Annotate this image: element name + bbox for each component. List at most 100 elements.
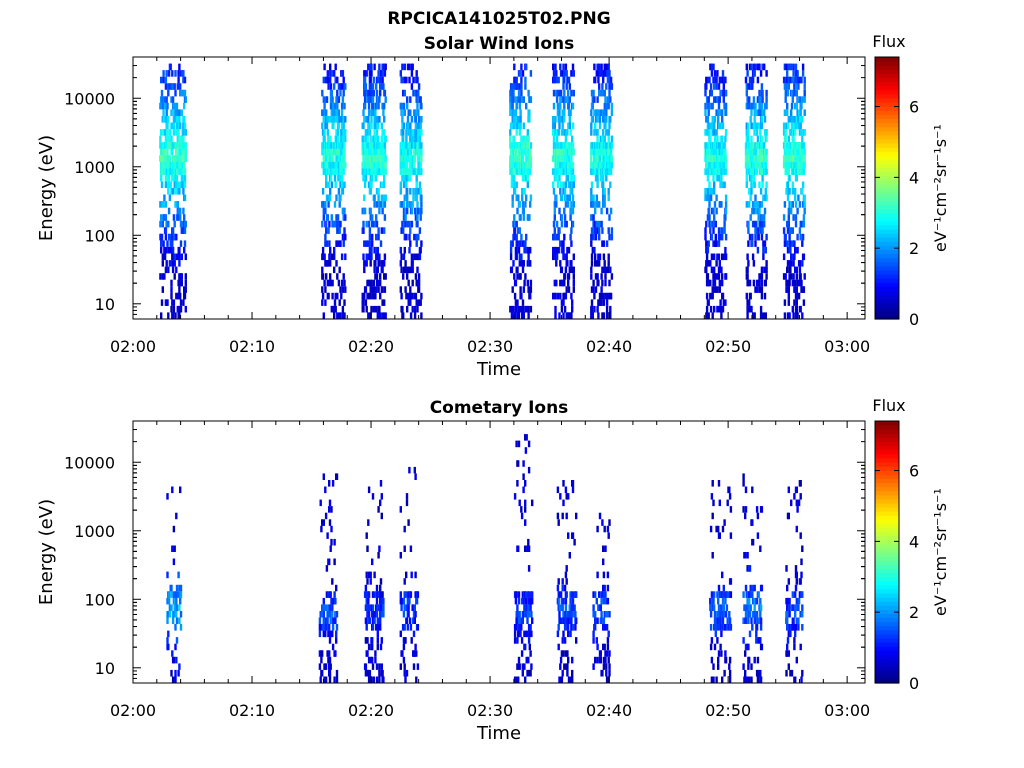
flux-cell (744, 142, 748, 149)
flux-cell (747, 240, 750, 247)
flux-cell (760, 506, 764, 513)
flux-cell (330, 506, 333, 513)
flux-cell (792, 312, 795, 319)
flux-cell (509, 129, 512, 136)
flux-cell (753, 597, 756, 605)
flux-cell (372, 286, 375, 293)
flux-cell (760, 122, 764, 130)
flux-cell (707, 312, 710, 319)
flux-cell (603, 135, 606, 143)
flux-cell (363, 76, 367, 84)
flux-cell (754, 63, 757, 71)
flux-cell (325, 273, 328, 280)
flux-cell (182, 188, 185, 195)
flux-cell (413, 155, 417, 162)
flux-cell (713, 148, 716, 156)
flux-cell (600, 70, 603, 77)
x-tick-label: 02:10 (229, 701, 275, 720)
flux-cell (344, 135, 347, 143)
flux-cell (180, 109, 183, 116)
flux-cell (381, 669, 384, 677)
flux-cell (728, 669, 732, 677)
flux-cell (325, 116, 329, 123)
flux-cell (604, 591, 607, 598)
flux-cell (786, 584, 789, 592)
flux-cell (530, 630, 533, 638)
flux-cell (167, 312, 170, 319)
flux-cell (799, 578, 802, 585)
flux-cell (602, 545, 605, 552)
flux-cell (401, 109, 404, 116)
flux-cell (803, 207, 806, 215)
flux-cell (719, 161, 722, 169)
flux-cell (593, 63, 596, 71)
flux-cell (413, 253, 416, 261)
flux-cell (596, 273, 599, 280)
flux-cell (375, 584, 379, 592)
flux-cell (329, 155, 332, 162)
flux-cell (374, 650, 377, 657)
flux-cell (333, 168, 336, 175)
flux-cell (517, 227, 520, 234)
flux-cell (557, 168, 560, 175)
flux-cell (722, 624, 725, 631)
flux-cell (401, 122, 404, 130)
flux-cell (755, 279, 759, 287)
flux-cell (565, 617, 568, 624)
flux-cell (563, 214, 567, 221)
flux-cell (788, 279, 791, 287)
flux-cell (164, 233, 168, 241)
flux-cell (344, 214, 347, 221)
flux-cell (409, 299, 412, 306)
flux-cell (753, 220, 756, 228)
colorbar-step (875, 515, 899, 520)
flux-cell (797, 292, 801, 300)
flux-cell (328, 663, 331, 670)
flux-cell (608, 279, 611, 287)
flux-cell (744, 155, 748, 162)
flux-cell (763, 63, 766, 71)
flux-cell (745, 676, 748, 683)
flux-cell (531, 499, 534, 507)
flux-cell (594, 207, 597, 215)
flux-cell (381, 312, 384, 319)
flux-cell (333, 299, 337, 306)
flux-cell (713, 604, 716, 611)
flux-cell (367, 63, 370, 71)
flux-cell (518, 499, 521, 507)
flux-cell (370, 279, 373, 287)
flux-cell (343, 312, 346, 319)
flux-cell (527, 565, 531, 572)
flux-cell (787, 220, 790, 228)
flux-cell (337, 168, 341, 175)
flux-cell (402, 129, 405, 136)
flux-cell (790, 669, 794, 677)
flux-cell (715, 240, 718, 247)
flux-cell (605, 676, 609, 683)
flux-cell (570, 89, 573, 97)
flux-cell (748, 656, 751, 664)
flux-cell (509, 109, 512, 116)
flux-cell (384, 96, 387, 103)
flux-cell (786, 220, 789, 228)
flux-cell (783, 63, 787, 71)
flux-cell (724, 155, 728, 162)
flux-cell (365, 624, 368, 631)
flux-cell (174, 643, 177, 651)
flux-cell (718, 148, 721, 156)
flux-cell (322, 76, 325, 84)
flux-cell (330, 525, 333, 533)
flux-cell (797, 83, 800, 90)
flux-cell (562, 611, 565, 618)
flux-cell (517, 96, 520, 103)
flux-cell (559, 96, 563, 103)
flux-cell (335, 637, 338, 644)
flux-cell (521, 312, 524, 319)
flux-cell (746, 312, 749, 319)
flux-cell (407, 148, 410, 156)
flux-cell (333, 148, 336, 156)
flux-cell (801, 312, 804, 319)
flux-cell (563, 129, 567, 136)
flux-cell (173, 181, 176, 189)
flux-cell (525, 434, 528, 441)
